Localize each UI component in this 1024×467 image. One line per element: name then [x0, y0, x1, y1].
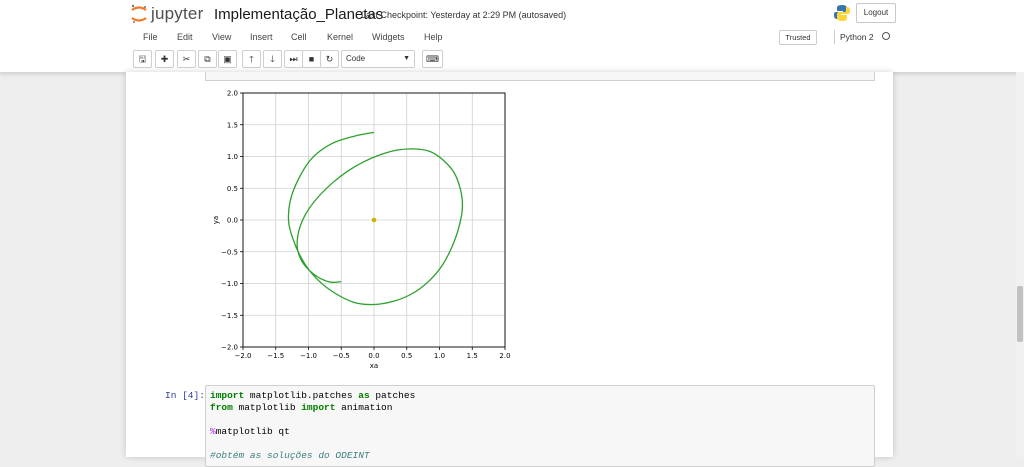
y-tick-label: −0.5: [221, 248, 238, 256]
move-up-icon[interactable]: 🡑: [242, 50, 261, 68]
y-tick-label: −2.0: [221, 344, 238, 352]
sun-point: [371, 217, 377, 223]
scrollbar-track[interactable]: [1016, 72, 1024, 457]
menu-file[interactable]: File: [143, 32, 158, 42]
kernel-name[interactable]: Python 2: [840, 32, 874, 42]
menu-cell[interactable]: Cell: [291, 32, 307, 42]
x-tick-label: −2.0: [235, 352, 252, 360]
x-tick-label: 0.5: [401, 352, 412, 360]
cell-type-select[interactable]: Code ▼: [341, 50, 415, 68]
jupyter-logo[interactable]: jupyter: [130, 4, 203, 24]
paste-icon[interactable]: ▣: [218, 50, 237, 68]
save-icon[interactable]: 🖫: [133, 50, 152, 68]
y-tick-label: 0.0: [227, 217, 238, 225]
menu-widgets[interactable]: Widgets: [372, 32, 405, 42]
run-icon[interactable]: ⏭: [284, 50, 303, 68]
orbit-plot: −2.0 −1.5 −1.0 −0.5 0.0 0.5 1.0 1.5 2.0 2.0 1.5 1.0…: [205, 84, 515, 372]
menu-view[interactable]: View: [212, 32, 232, 42]
y-tick-label: −1.5: [221, 312, 238, 320]
scrollbar-thumb[interactable]: [1017, 286, 1023, 342]
notebook-header: jupyter Implementação_Planetas Last Chec…: [0, 0, 1024, 73]
code-token: as: [358, 390, 370, 401]
chevron-down-icon: ▼: [403, 55, 410, 62]
x-tick-label: 1.5: [467, 352, 478, 360]
logout-button[interactable]: Logout: [856, 3, 896, 23]
menu-kernel[interactable]: Kernel: [327, 32, 354, 42]
x-tick-label: 1.0: [434, 352, 445, 360]
y-tick-label: −1.0: [221, 280, 238, 288]
add-cell-icon[interactable]: ✚: [155, 50, 174, 68]
x-tick-label: 0.0: [368, 352, 379, 360]
x-tick-label: −0.5: [333, 352, 350, 360]
kernel-separator: [834, 30, 835, 44]
code-token: %: [210, 426, 216, 437]
cut-icon[interactable]: ✂: [177, 50, 196, 68]
restart-icon[interactable]: ↻: [320, 50, 339, 68]
orbit-chart: −2.0 −1.5 −1.0 −0.5 0.0 0.5 1.0 1.5 2.0 2.0 1.5 1.0…: [212, 90, 511, 371]
notebook-title[interactable]: Implementação_Planetas: [214, 6, 384, 23]
checkpoint-status: Last Checkpoint: Yesterday at 2:29 PM (a…: [361, 10, 567, 20]
orbit-series: [287, 131, 464, 306]
y-tick-label: 2.0: [227, 90, 238, 98]
code-line: import matplotlib.patches as patches: [210, 390, 415, 401]
menu-bar: File Edit View Insert Cell Kernel Widget…: [0, 30, 1024, 44]
code-line: %matplotlib qt: [210, 426, 290, 437]
y-tick-label: 1.0: [227, 153, 238, 161]
keyboard-icon[interactable]: ⌨: [422, 50, 443, 68]
code-token: animation: [335, 402, 393, 413]
y-tick-label: 0.5: [227, 185, 238, 193]
stop-icon[interactable]: ■: [302, 50, 321, 68]
code-token: matplotlib: [232, 402, 302, 413]
python-logo-icon: [833, 4, 851, 27]
code-token: import: [210, 390, 245, 401]
code-token: matplotlib.patches: [244, 390, 359, 401]
x-tick-label: 2.0: [499, 352, 510, 360]
cell-type-value: Code: [346, 54, 366, 63]
code-line: from matplotlib import animation: [210, 402, 392, 413]
jupyter-logo-icon: [131, 4, 147, 23]
x-axis-label: xa: [370, 362, 378, 370]
plot-frame: [242, 92, 506, 348]
code-line: #obtém as soluções do ODEINT: [210, 450, 370, 461]
code-token: matplotlib qt: [215, 426, 290, 437]
x-tick-label: −1.0: [300, 352, 317, 360]
menu-help[interactable]: Help: [424, 32, 443, 42]
y-tick-label: 1.5: [227, 121, 238, 129]
code-token: import: [301, 402, 336, 413]
x-tick-label: −1.5: [267, 352, 284, 360]
code-token: #obtém as soluções do ODEINT: [210, 450, 370, 461]
move-down-icon[interactable]: 🡓: [263, 50, 282, 68]
code-cell-input[interactable]: import matplotlib.patches as patches from…: [205, 385, 875, 467]
code-token: from: [210, 402, 233, 413]
y-axis-label: ya: [212, 216, 220, 224]
previous-cell-edge: [205, 72, 875, 81]
code-token: patches: [369, 390, 416, 401]
menu-insert[interactable]: Insert: [250, 32, 273, 42]
jupyter-wordmark: jupyter: [151, 4, 204, 23]
menu-edit[interactable]: Edit: [177, 32, 193, 42]
trusted-badge[interactable]: Trusted: [779, 30, 817, 45]
kernel-idle-icon: [882, 32, 890, 40]
copy-icon[interactable]: ⧉: [198, 50, 217, 68]
cell-prompt: In [4]:: [165, 390, 205, 401]
